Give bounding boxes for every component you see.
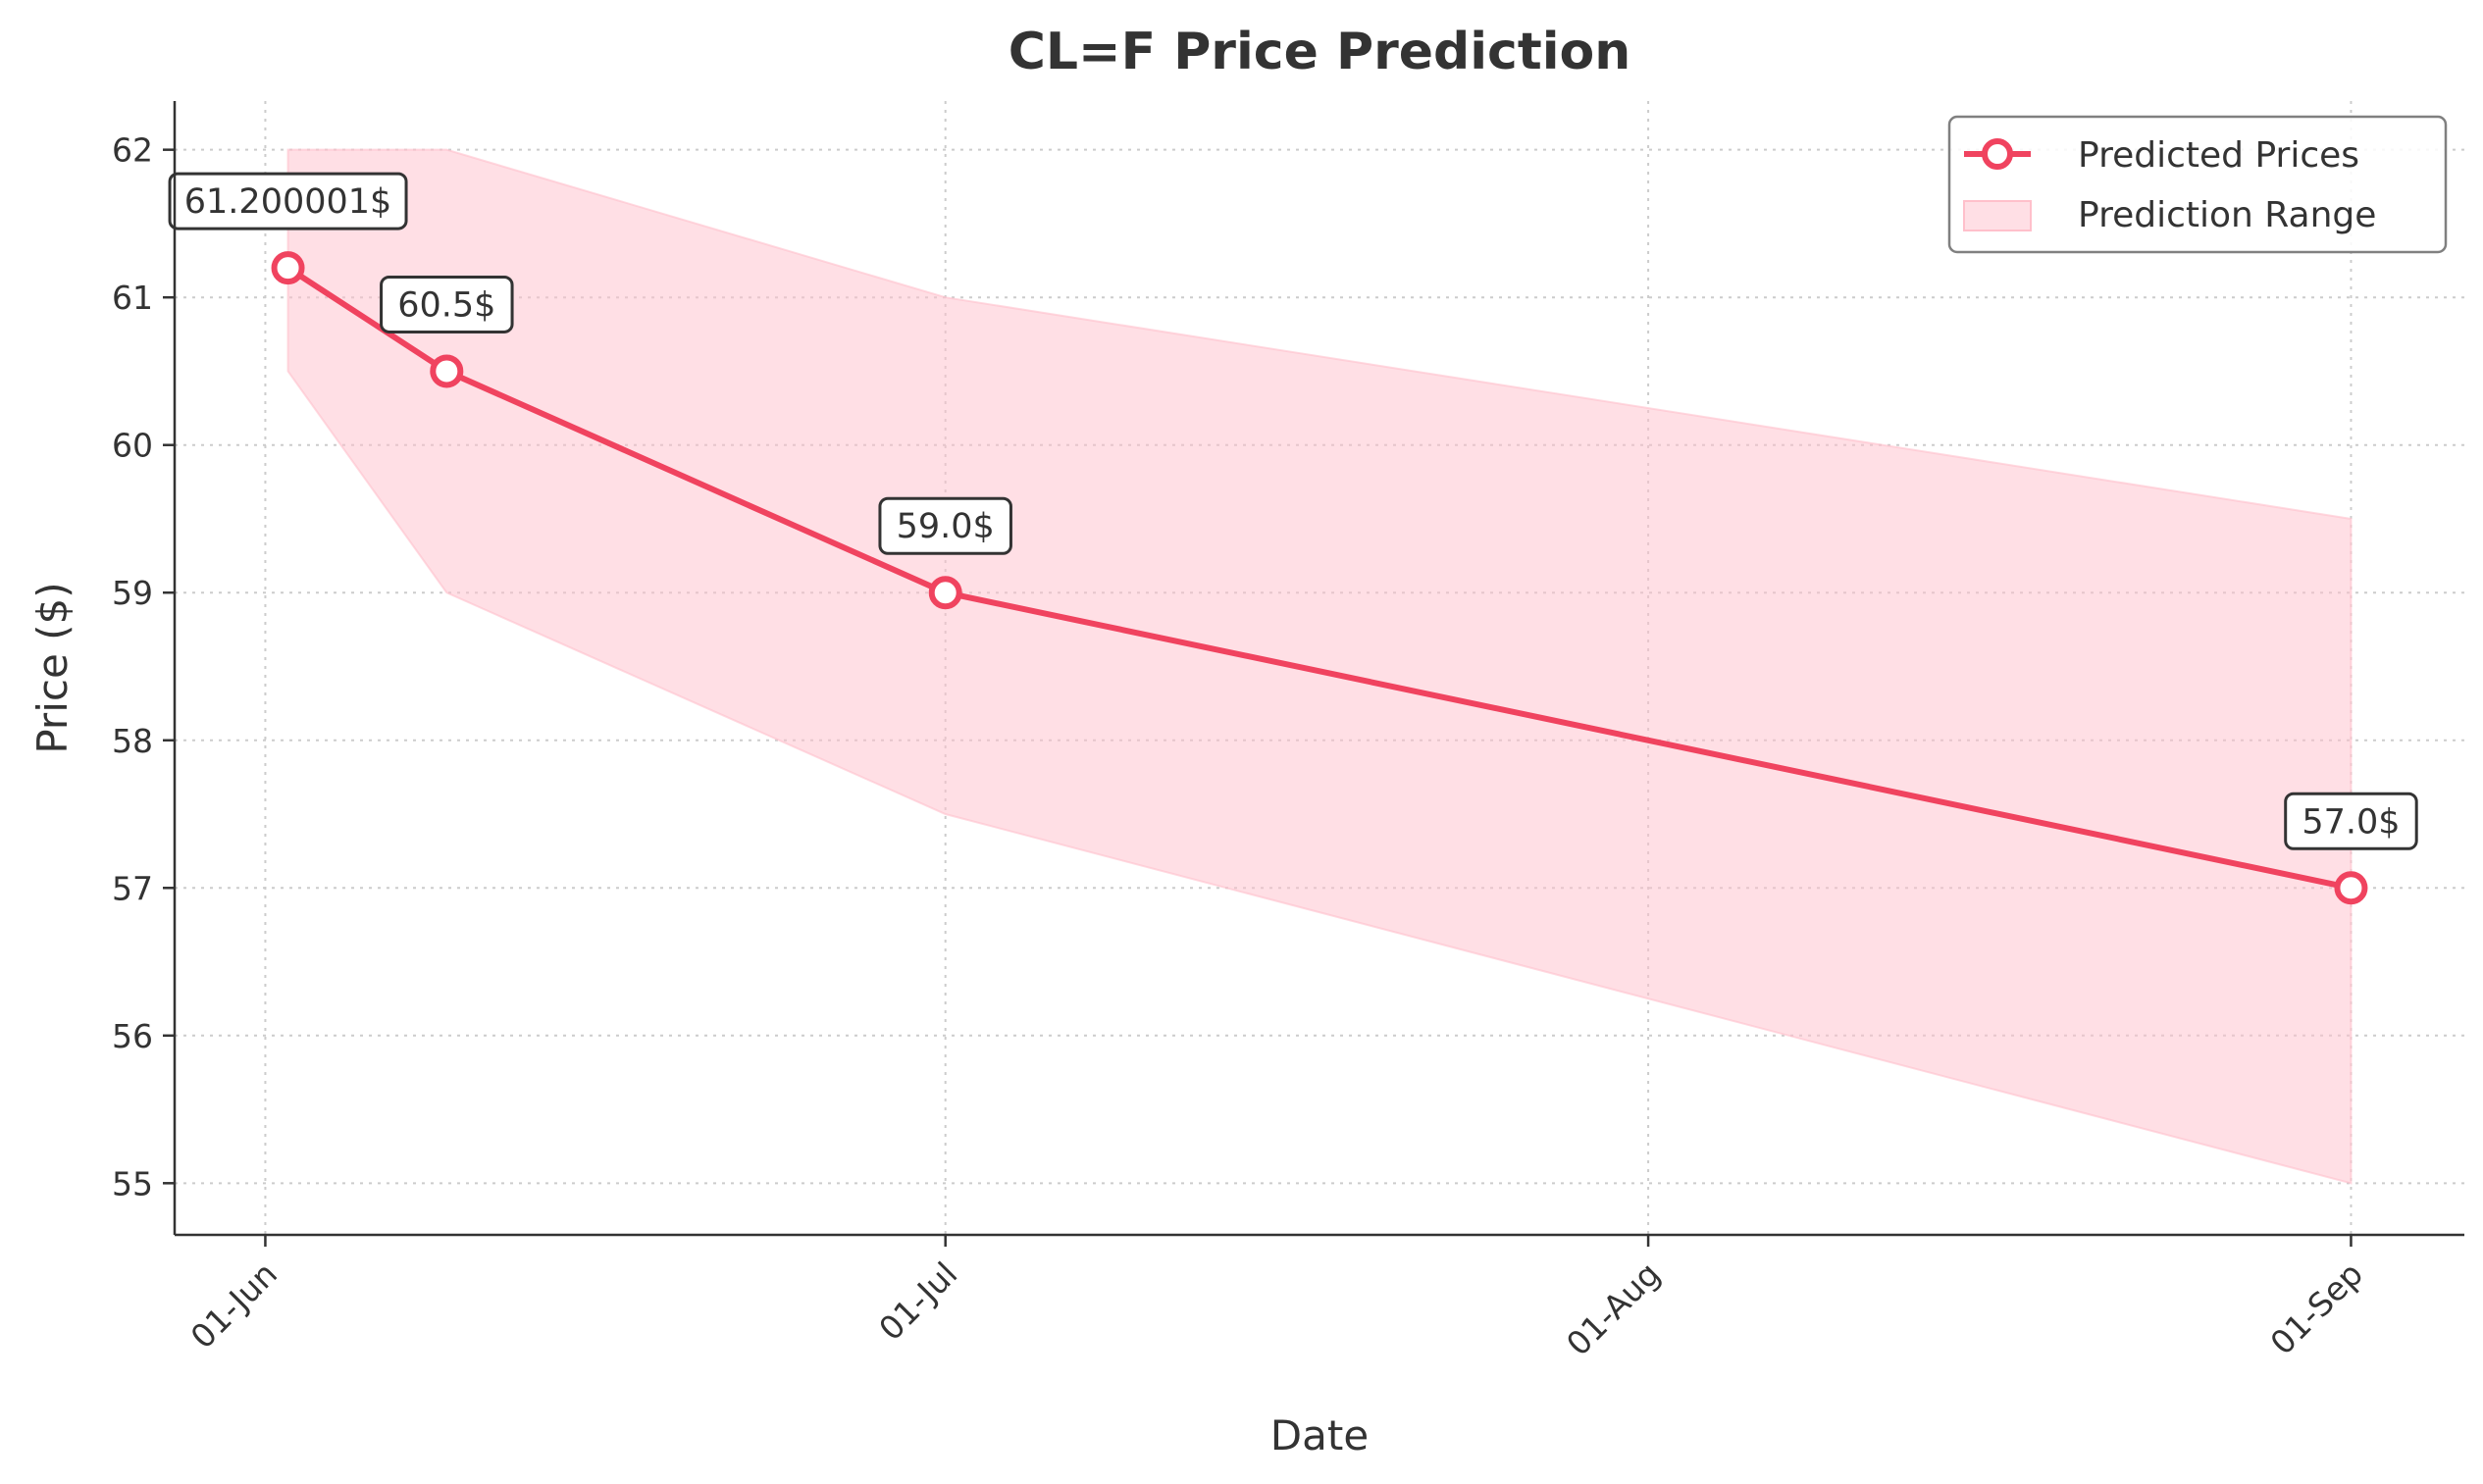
- data-label: 57.0$: [2302, 802, 2400, 842]
- y-tick-label: 56: [112, 1017, 153, 1055]
- legend-range-swatch: [1963, 200, 2032, 231]
- data-label: 60.5$: [397, 285, 495, 325]
- predicted-prices-series: [271, 251, 2368, 905]
- data-point: [2334, 871, 2368, 905]
- data-label-box: [2284, 792, 2418, 850]
- chart-title: CL=F Price Prediction: [1009, 23, 1631, 81]
- y-tick-label: 59: [112, 574, 153, 612]
- legend: Predicted Prices Prediction Range: [1947, 115, 2448, 254]
- predicted-prices-line: [285, 265, 2353, 892]
- y-tick-label: 60: [112, 427, 153, 465]
- y-tick-label: 62: [112, 131, 153, 170]
- data-label: 61.200001$: [184, 182, 392, 222]
- data-point: [928, 576, 962, 610]
- legend-label-predicted-prices: Predicted Prices: [2078, 135, 2359, 176]
- y-axis-label: Price ($): [28, 582, 77, 753]
- data-label-box: [878, 496, 1012, 555]
- legend-marker-swatch: [1982, 138, 2013, 170]
- prediction-range-band: [286, 148, 2353, 1185]
- y-tick-label: 57: [112, 869, 153, 907]
- y-ticks: 55 56 57 58 59 60 61 62: [112, 131, 175, 1203]
- prediction-range-area: [286, 148, 2353, 1185]
- y-tick-label: 55: [112, 1164, 153, 1203]
- y-tick-label: 58: [112, 722, 153, 760]
- data-label-box: [168, 172, 408, 230]
- data-point: [430, 354, 464, 388]
- data-label-box: [380, 275, 514, 333]
- legend-frame: [1947, 115, 2448, 254]
- y-tick-label: 61: [112, 279, 153, 317]
- axes: [173, 101, 2464, 1237]
- data-point: [271, 251, 305, 285]
- data-label: 59.0$: [897, 507, 995, 546]
- annotations: 61.200001$ 60.5$ 59.0$ 57.0$: [168, 172, 2418, 850]
- legend-label-prediction-range: Prediction Range: [2078, 195, 2376, 235]
- x-axis-label: Date: [1270, 1411, 1369, 1459]
